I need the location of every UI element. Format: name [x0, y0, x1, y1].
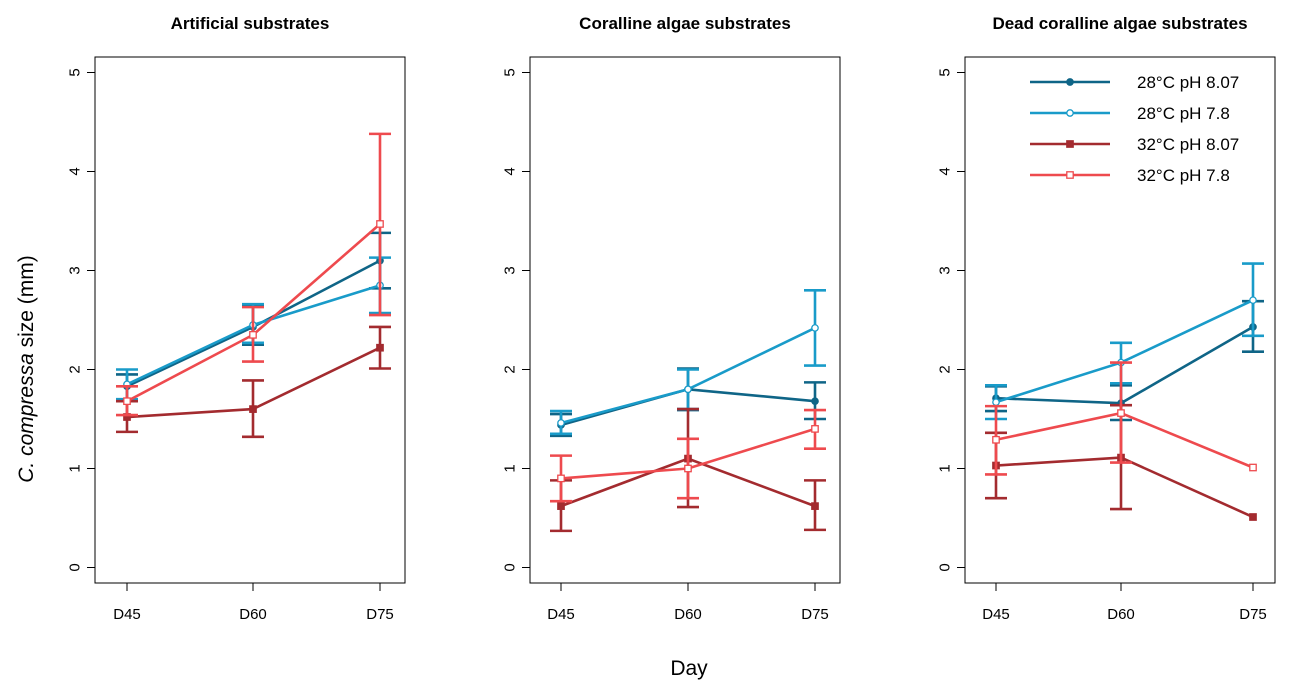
x-tick-label: D60 — [239, 606, 267, 623]
series-line — [995, 325, 1254, 405]
x-tick-label: D75 — [1239, 606, 1267, 623]
y-tick-label: 2 — [502, 365, 519, 373]
y-tick-label: 4 — [502, 167, 519, 175]
data-point — [249, 330, 257, 339]
series-2 — [985, 262, 1264, 421]
x-tick-label: D75 — [801, 606, 829, 623]
data-point — [684, 464, 692, 473]
y-axis-title-species: C. compressa — [15, 353, 38, 483]
panel-3: Dead coralline algae substrates 0 1 2 3 4 5 D45… — [937, 14, 1276, 623]
x-tick-label: D60 — [674, 606, 702, 623]
x-axis-title: Day — [670, 657, 708, 680]
x-tick-label: D75 — [366, 606, 394, 623]
y-tick-label: 2 — [937, 365, 954, 373]
series-2 — [550, 288, 826, 436]
y-tick-label: 3 — [937, 266, 954, 274]
plot-frame — [529, 56, 841, 584]
data-point — [684, 385, 692, 394]
plot-frame — [94, 56, 406, 584]
data-point — [811, 324, 819, 332]
x-tick-label: D45 — [982, 606, 1010, 623]
data-point — [557, 502, 565, 510]
data-point — [1117, 409, 1125, 417]
panel-1: Artificial substrates 0 1 2 3 4 5 D45 D60 D75 — [67, 14, 406, 623]
y-tick-label: 0 — [937, 563, 954, 571]
legend-label: 32°C pH 8.07 — [1137, 135, 1239, 154]
y-tick-label: 4 — [937, 167, 954, 175]
legend-marker — [1066, 140, 1074, 148]
panel-2: Coralline algae substrates 0 1 2 3 4 5 D45 D60 D7… — [502, 14, 841, 623]
y-tick-label: 2 — [67, 365, 84, 373]
x-tick-label: D45 — [113, 606, 141, 623]
y-tick-label: 3 — [502, 266, 519, 274]
y-tick-label: 1 — [937, 464, 954, 472]
y-tick-label: 5 — [67, 68, 84, 76]
y-tick-label: 5 — [937, 68, 954, 76]
y-axis-title: C. compressa size (mm) — [15, 255, 38, 483]
legend: 28°C pH 8.07 28°C pH 7.8 32°C pH 8.07 32°C … — [1030, 73, 1239, 185]
x-tick-label: D45 — [547, 606, 575, 623]
data-point — [1249, 296, 1257, 305]
data-point — [249, 405, 257, 413]
y-tick-label: 0 — [502, 563, 519, 571]
data-point — [557, 419, 565, 427]
y-tick-label: 5 — [502, 68, 519, 76]
data-point — [376, 220, 384, 228]
legend-marker — [1066, 78, 1074, 86]
y-tick-label: 4 — [67, 167, 84, 175]
panel-1-title: Artificial substrates — [171, 14, 330, 33]
series-4 — [985, 361, 1257, 476]
series-4 — [116, 132, 391, 417]
data-point — [1249, 513, 1257, 521]
data-point — [992, 398, 1000, 407]
legend-label: 28°C pH 7.8 — [1137, 104, 1230, 123]
data-point — [811, 502, 819, 510]
series-line — [995, 299, 1254, 404]
legend-marker — [1066, 171, 1074, 179]
x-tick-label: D60 — [1107, 606, 1135, 623]
y-tick-label: 1 — [502, 464, 519, 472]
plot-frame — [964, 56, 1276, 584]
data-point — [811, 425, 819, 433]
y-tick-label: 0 — [67, 563, 84, 571]
y-axis-title-unit: size (mm) — [15, 255, 38, 353]
data-point — [992, 435, 1000, 444]
y-tick-label: 1 — [67, 464, 84, 472]
panel-3-title: Dead coralline algae substrates — [992, 14, 1247, 33]
legend-label: 32°C pH 7.8 — [1137, 166, 1230, 185]
data-point — [557, 474, 565, 483]
data-point — [811, 397, 819, 406]
data-point — [1249, 463, 1257, 472]
y-tick-label: 3 — [67, 266, 84, 274]
legend-label: 28°C pH 8.07 — [1137, 73, 1239, 92]
series-4 — [550, 408, 826, 503]
data-point — [123, 397, 131, 406]
panel-2-title: Coralline algae substrates — [579, 14, 791, 33]
data-point — [376, 343, 384, 352]
legend-marker — [1066, 109, 1074, 117]
